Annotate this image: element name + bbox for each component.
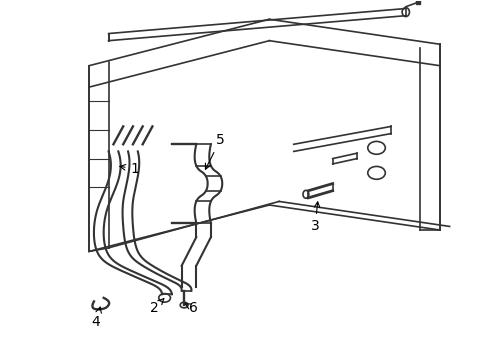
Ellipse shape [303, 190, 309, 198]
Text: 6: 6 [185, 301, 198, 315]
Text: 3: 3 [311, 202, 320, 233]
Circle shape [368, 166, 385, 179]
Text: 1: 1 [120, 162, 139, 176]
Circle shape [368, 141, 385, 154]
Ellipse shape [402, 8, 410, 17]
Circle shape [159, 294, 171, 302]
Text: 2: 2 [150, 299, 164, 315]
Text: 4: 4 [92, 307, 101, 329]
Text: 5: 5 [205, 133, 224, 169]
Circle shape [180, 302, 188, 308]
